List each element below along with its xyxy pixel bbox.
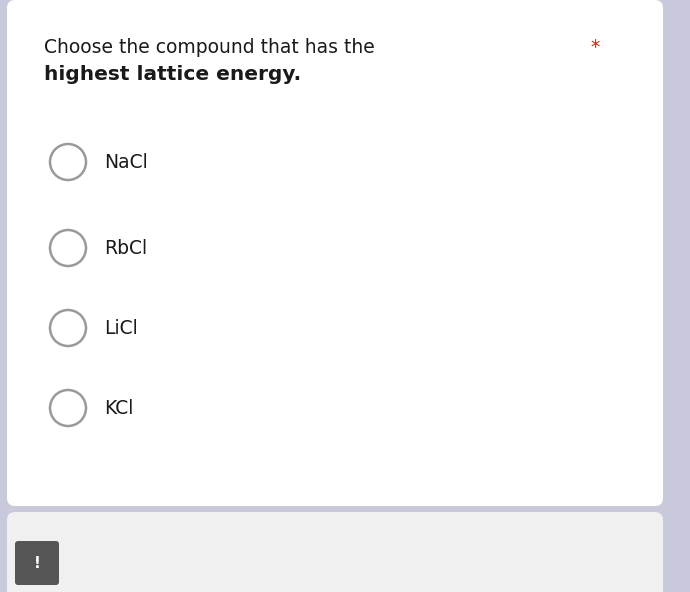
Text: *: * [590, 38, 599, 57]
FancyBboxPatch shape [7, 512, 663, 592]
FancyBboxPatch shape [15, 541, 59, 585]
Text: RbCl: RbCl [104, 239, 147, 258]
Text: LiCl: LiCl [104, 318, 138, 337]
Text: KCl: KCl [104, 398, 133, 417]
Text: highest lattice energy.: highest lattice energy. [44, 65, 301, 84]
Text: Choose the compound that has the: Choose the compound that has the [44, 38, 375, 57]
Text: !: ! [34, 555, 41, 571]
FancyBboxPatch shape [7, 0, 663, 506]
Text: NaCl: NaCl [104, 153, 148, 172]
